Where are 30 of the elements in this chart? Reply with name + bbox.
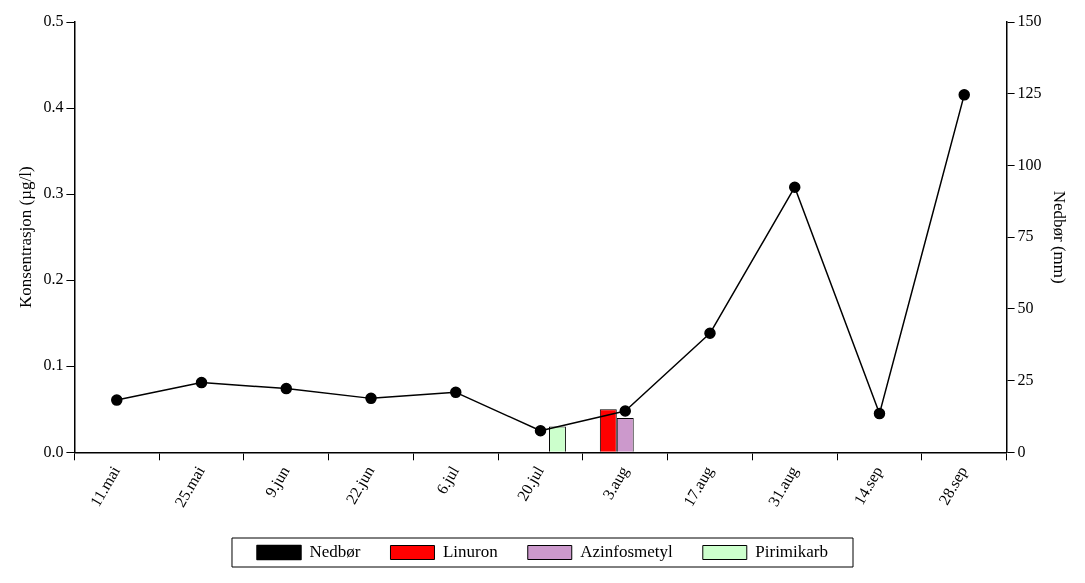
y-tick-label: 0.3 — [43, 184, 64, 202]
y2-tick-label: 50 — [1017, 299, 1034, 317]
point — [788, 181, 801, 193]
point — [873, 407, 886, 420]
y2-tick-label: 75 — [1017, 227, 1034, 245]
point — [195, 376, 208, 389]
point — [958, 89, 970, 101]
legend-label: Nedbør — [309, 541, 361, 561]
y2-tick-label: 0 — [1017, 442, 1026, 460]
y-tick-label: 0.4 — [43, 98, 64, 116]
point — [280, 382, 293, 395]
y-tick-label: 0.5 — [43, 12, 64, 30]
point — [704, 327, 716, 339]
legend-label: Pirimikarb — [755, 541, 829, 561]
point — [450, 386, 462, 399]
point — [111, 394, 123, 406]
legend-label: Azinfosmetyl — [580, 541, 674, 561]
y2-tick-label: 125 — [1017, 83, 1042, 101]
y2-tick-label: 25 — [1017, 370, 1034, 388]
y2-tick-label: 100 — [1017, 155, 1042, 173]
y2-tick-label: 150 — [1017, 12, 1042, 30]
y-tick-label: 0.0 — [43, 442, 64, 460]
point — [619, 405, 631, 417]
legend-label: Linuron — [442, 541, 499, 561]
y-tick-label: 0.2 — [43, 270, 64, 288]
y-axis-title: Konsentrasjon (µg/l) — [15, 166, 35, 308]
y-tick-label: 0.1 — [43, 356, 64, 374]
y2-axis-title: Nedbør (mm) — [1050, 190, 1070, 284]
point — [365, 392, 377, 405]
point — [534, 425, 547, 437]
